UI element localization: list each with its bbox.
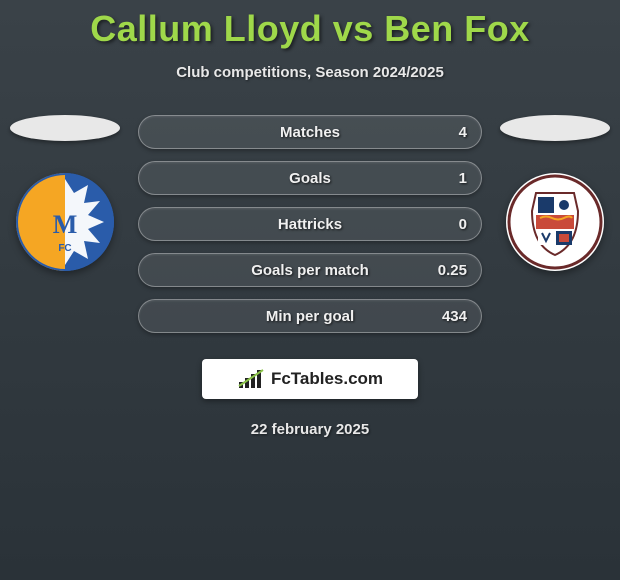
stats-column: Matches 4 Goals 1 Hattricks 0 Goals per … [138,115,482,333]
stat-value: 4 [459,124,467,141]
stat-label: Goals per match [251,262,369,279]
chart-icon [237,368,265,390]
stat-value: 0.25 [438,262,467,279]
subtitle: Club competitions, Season 2024/2025 [0,64,620,81]
left-club-badge: M FC [16,173,114,271]
left-side: M FC [10,115,120,271]
comparison-row: M FC Matches 4 Goals 1 Hattricks 0 Goals… [0,115,620,333]
footer-date: 22 february 2025 [0,421,620,438]
svg-text:FC: FC [58,243,71,254]
stat-label: Hattricks [278,216,342,233]
stat-label: Matches [280,124,340,141]
stat-row: Matches 4 [138,115,482,149]
stat-label: Min per goal [266,308,354,325]
page-title: Callum Lloyd vs Ben Fox [0,0,620,50]
left-player-ellipse [10,115,120,141]
stat-label: Goals [289,170,331,187]
stat-row: Goals per match 0.25 [138,253,482,287]
stat-row: Min per goal 434 [138,299,482,333]
right-player-ellipse [500,115,610,141]
stat-row: Goals 1 [138,161,482,195]
right-club-badge [506,173,604,271]
svg-text:M: M [53,210,78,239]
right-badge-icon [506,173,604,271]
brand-label: FcTables.com [271,369,383,389]
right-side [500,115,610,271]
brand-logo[interactable]: FcTables.com [202,359,418,399]
mansfield-badge-icon: M FC [16,173,114,271]
stat-value: 434 [442,308,467,325]
stat-value: 1 [459,170,467,187]
stat-value: 0 [459,216,467,233]
stat-row: Hattricks 0 [138,207,482,241]
